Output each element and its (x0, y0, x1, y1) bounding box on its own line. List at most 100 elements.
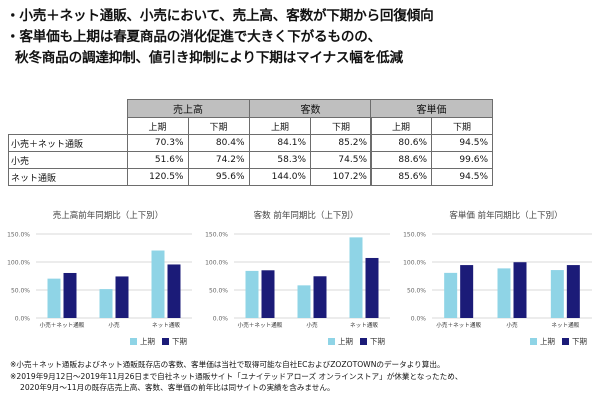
bar-first-half (497, 268, 511, 318)
bar-second-half (513, 262, 527, 318)
bar-second-half (261, 270, 275, 318)
legend-label-first: 上期 (540, 337, 555, 346)
y-tick-label: 100.0% (205, 260, 228, 267)
table-header-sales: 売上高 (126, 99, 250, 118)
bar-second-half (460, 265, 474, 318)
table-row: 小売 51.6% 74.2% (8, 151, 250, 169)
legend-swatch-first (530, 338, 537, 345)
sub-header: 上期 (370, 117, 432, 135)
y-tick-label: 150.0% (403, 232, 426, 239)
bar-first-half (151, 250, 165, 318)
footnotes: ※小売＋ネット通販およびネット通販既存店の客数、客単価は当社で取得可能な自社EC… (10, 359, 595, 394)
summary-bullets: ・小売＋ネット通販、小売において、売上高、客数が下期から回復傾向 ・客単価も上期… (6, 6, 596, 69)
legend-label-second: 下期 (370, 337, 385, 346)
table-sales: 売上高 上期 下期 小売＋ネット通販 70.3% 80.4% 小売 51.6% … (8, 99, 250, 186)
table-cell: 84.1% (249, 134, 311, 152)
footnote-1: ※小売＋ネット通販およびネット通販既存店の客数、客単価は当社で取得可能な自社EC… (10, 360, 445, 369)
legend-swatch-second (162, 338, 169, 345)
bar-second-half (167, 264, 181, 318)
chart-sales: 売上高前年同期比（上下別） 0.0% 50.0% 100.0% 150.0% 小売＋ネット… (2, 198, 198, 358)
legend-label-first: 上期 (140, 337, 155, 346)
table-row: ネット通販 120.5% 95.6% (8, 168, 250, 186)
bullet-3: 秋冬商品の調達抑制、値引き抑制により下期はマイナス幅を低減 (15, 50, 403, 66)
x-tick-label: 小売 (506, 321, 518, 329)
chart-title: 客数 前年同期比（上下別） (254, 210, 359, 221)
table-header-customers: 客数 (249, 99, 372, 118)
table-cell: 88.6% (370, 151, 432, 169)
table-cell: 70.3% (126, 134, 189, 152)
y-tick-label: 150.0% (205, 232, 228, 239)
y-tick-label: 0.0% (411, 316, 427, 323)
table-header-unit-price: 客単価 (370, 99, 493, 118)
y-tick-label: 50.0% (209, 288, 228, 295)
chart-customers-svg: 客数 前年同期比（上下別） 0.0% 50.0% 100.0% 150.0% 小売＋ネット… (205, 210, 390, 346)
legend-label-second: 下期 (572, 337, 587, 346)
chart-unit-price-svg: 客単価 前年同期比（上下別） 0.0% 50.0% 100.0% 150.0% 小売＋ネッ… (403, 210, 592, 346)
table-cell: 85.2% (310, 134, 372, 152)
table-cell: 144.0% (249, 168, 311, 186)
bullet-2: ・客単価も上期は春夏商品の消化促進で大きく下がるものの、 (6, 29, 382, 45)
sub-header: 下期 (187, 117, 250, 135)
footnote-2: ※2019年9月12日～2019年11月26日まで自社ネット通販サイト「ユナイテ… (10, 371, 463, 381)
bar-second-half (115, 276, 129, 318)
x-tick-label: ネット通販 (350, 321, 378, 329)
table-unit-price: 客単価 上期 下期 80.6% 94.5% 88.6% 99.6% 85.6% … (370, 99, 493, 186)
chart-title: 客単価 前年同期比（上下別） (449, 210, 562, 221)
row-label: 小売 (8, 151, 128, 169)
table-corner-2 (9, 118, 128, 135)
table-row: 144.0% 107.2% (249, 168, 372, 186)
x-tick-label: ネット通販 (152, 321, 180, 329)
sub-header: 上期 (249, 117, 311, 135)
table-corner (9, 100, 128, 118)
chart-sales-svg: 売上高前年同期比（上下別） 0.0% 50.0% 100.0% 150.0% 小売＋ネット… (7, 210, 192, 346)
row-label: ネット通販 (8, 168, 128, 186)
x-tick-label: 小売＋ネット通販 (436, 321, 481, 329)
table-cell: 74.5% (310, 151, 372, 169)
bar-first-half (245, 270, 259, 318)
x-tick-label: 小売 (108, 321, 120, 329)
y-tick-label: 150.0% (7, 232, 30, 239)
chart-title: 売上高前年同期比（上下別） (53, 210, 164, 221)
table-cell: 99.6% (431, 151, 493, 169)
sub-header: 下期 (310, 117, 372, 135)
legend-swatch-second (360, 338, 367, 345)
row-label: 小売＋ネット通販 (8, 134, 128, 152)
table-row: 80.6% 94.5% (370, 134, 493, 152)
y-tick-label: 100.0% (403, 260, 426, 267)
table-cell: 95.6% (187, 168, 250, 186)
table-cell: 94.5% (431, 134, 493, 152)
bar-second-half (63, 272, 77, 318)
bar-second-half (566, 265, 580, 318)
bullet-1: ・小売＋ネット通販、小売において、売上高、客数が下期から回復傾向 (6, 8, 434, 24)
table-cell: 94.5% (431, 168, 493, 186)
bar-second-half (365, 257, 379, 318)
bar-first-half (550, 270, 564, 318)
table-cell: 58.3% (249, 151, 311, 169)
table-cell: 85.6% (370, 168, 432, 186)
y-tick-label: 50.0% (11, 288, 30, 295)
x-tick-label: 小売＋ネット通販 (40, 321, 85, 329)
legend-swatch-first (130, 338, 137, 345)
table-row: 88.6% 99.6% (370, 151, 493, 169)
bar-first-half (99, 289, 113, 318)
legend-label-second: 下期 (172, 337, 187, 346)
table-cell: 80.4% (187, 134, 250, 152)
y-tick-label: 0.0% (15, 316, 31, 323)
table-customers: 客数 上期 下期 84.1% 85.2% 58.3% 74.5% 144.0% … (249, 99, 372, 186)
bar-first-half (444, 272, 458, 318)
table-cell: 80.6% (370, 134, 432, 152)
sub-header: 下期 (431, 117, 493, 135)
table-cell: 120.5% (126, 168, 189, 186)
chart-unit-price: 客単価 前年同期比（上下別） 0.0% 50.0% 100.0% 150.0% 小売＋ネッ… (398, 198, 598, 358)
table-row: 58.3% 74.5% (249, 151, 372, 169)
table-cell: 51.6% (126, 151, 189, 169)
bar-first-half (47, 278, 61, 318)
legend-label-first: 上期 (338, 337, 353, 346)
footnote-3: 2020年9月～11月の既存店売上高、客数、客単価の前年比は同サイトの実績を含み… (20, 383, 335, 392)
x-tick-label: ネット通販 (551, 321, 579, 329)
table-row: 84.1% 85.2% (249, 134, 372, 152)
sub-header: 上期 (126, 117, 189, 135)
table-row: 85.6% 94.5% (370, 168, 493, 186)
chart-customers: 客数 前年同期比（上下別） 0.0% 50.0% 100.0% 150.0% 小売＋ネット… (200, 198, 396, 358)
x-tick-label: 小売＋ネット通販 (238, 321, 283, 329)
